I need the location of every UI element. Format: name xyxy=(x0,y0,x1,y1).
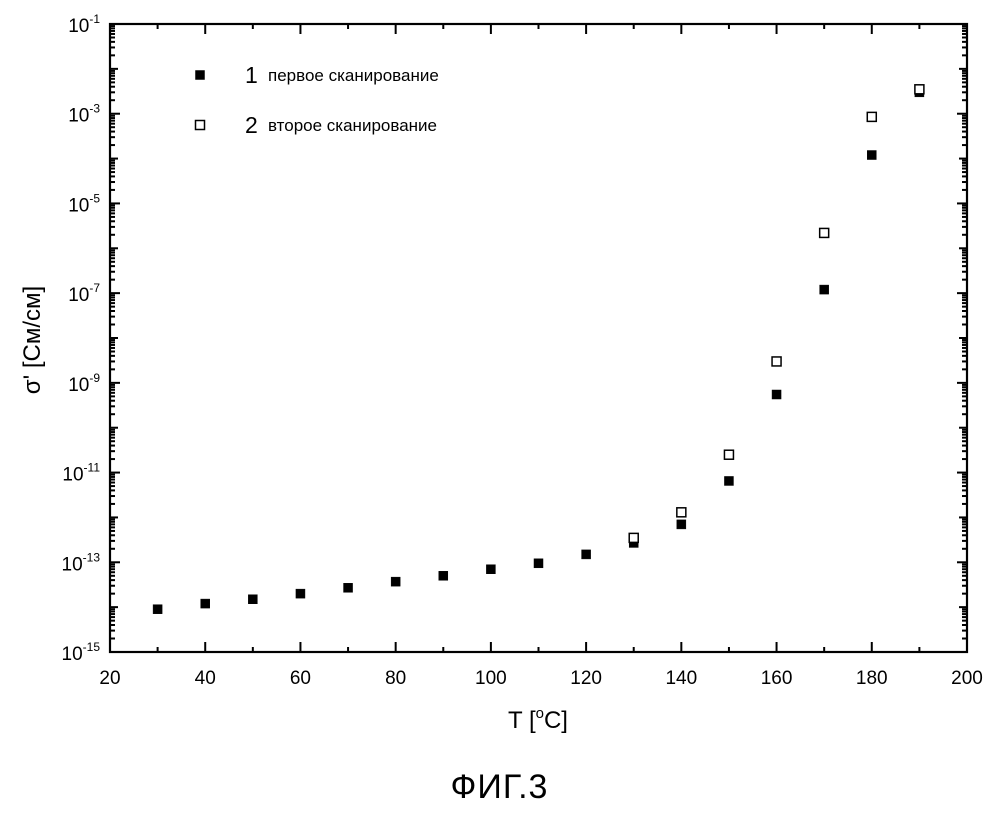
y-tick-label: 10-15 xyxy=(62,640,101,665)
series-1-point xyxy=(391,577,400,586)
legend-number-1: 1 xyxy=(245,62,258,88)
x-tick-label: 160 xyxy=(761,668,793,689)
x-tick-label: 80 xyxy=(385,668,406,689)
x-tick-label: 200 xyxy=(951,668,983,689)
x-tick-label: 100 xyxy=(475,668,507,689)
series-1-point xyxy=(724,476,733,485)
x-tick-label: 60 xyxy=(290,668,311,689)
series-1-point xyxy=(439,571,448,580)
series-1-point xyxy=(486,565,495,574)
axis-ticks xyxy=(110,24,967,652)
series-2-point xyxy=(915,85,924,94)
y-tick-label: 10-5 xyxy=(68,191,100,216)
x-tick-label: 140 xyxy=(665,668,697,689)
series-1-point xyxy=(677,520,686,529)
series-1-point xyxy=(201,599,210,608)
y-tick-labels: 10-15 10-13 10-11 10-9 10-7 10-5 10-3 10-1 xyxy=(62,12,101,665)
series-1-point xyxy=(344,583,353,592)
series-1-point xyxy=(534,559,543,568)
y-axis-title: σ' [См/см] xyxy=(19,286,46,394)
y-tick-label: 10-1 xyxy=(68,12,100,37)
series-1-point xyxy=(772,390,781,399)
series-1-point xyxy=(248,595,257,604)
series-1-point xyxy=(296,589,305,598)
x-tick-label: 180 xyxy=(856,668,888,689)
y-tick-label: 10-3 xyxy=(68,102,100,127)
series-2-point xyxy=(629,533,638,542)
series-1-point xyxy=(867,151,876,160)
series-1-point xyxy=(820,285,829,294)
x-tick-label: 40 xyxy=(195,668,216,689)
series-2-point xyxy=(772,357,781,366)
legend-marker-2 xyxy=(196,121,205,130)
series-2-point xyxy=(677,508,686,517)
series-1-point xyxy=(153,605,162,614)
x-axis-title: T [oC] xyxy=(508,705,568,734)
series-2-point xyxy=(867,112,876,121)
y-tick-label: 10-13 xyxy=(62,550,101,575)
y-tick-label: 10-7 xyxy=(68,281,100,306)
x-tick-label: 120 xyxy=(570,668,602,689)
series-2-point xyxy=(820,228,829,237)
figure-caption: ФИГ.3 xyxy=(0,768,999,807)
y-tick-label: 10-11 xyxy=(62,461,100,486)
legend-marker-1 xyxy=(196,71,205,80)
data-points xyxy=(153,85,924,614)
x-tick-label: 20 xyxy=(99,668,120,689)
legend: 1 первое сканирование 2 второе сканирование xyxy=(196,62,439,138)
x-tick-labels: 20 40 60 80 100 120 140 160 180 200 xyxy=(99,668,982,689)
legend-label-2: второе сканирование xyxy=(268,116,437,135)
plot-frame xyxy=(110,24,967,652)
y-tick-label: 10-9 xyxy=(68,371,100,396)
series-2-point xyxy=(724,450,733,459)
series-1-point xyxy=(582,550,591,559)
legend-number-2: 2 xyxy=(245,112,258,138)
legend-label-1: первое сканирование xyxy=(268,66,439,85)
